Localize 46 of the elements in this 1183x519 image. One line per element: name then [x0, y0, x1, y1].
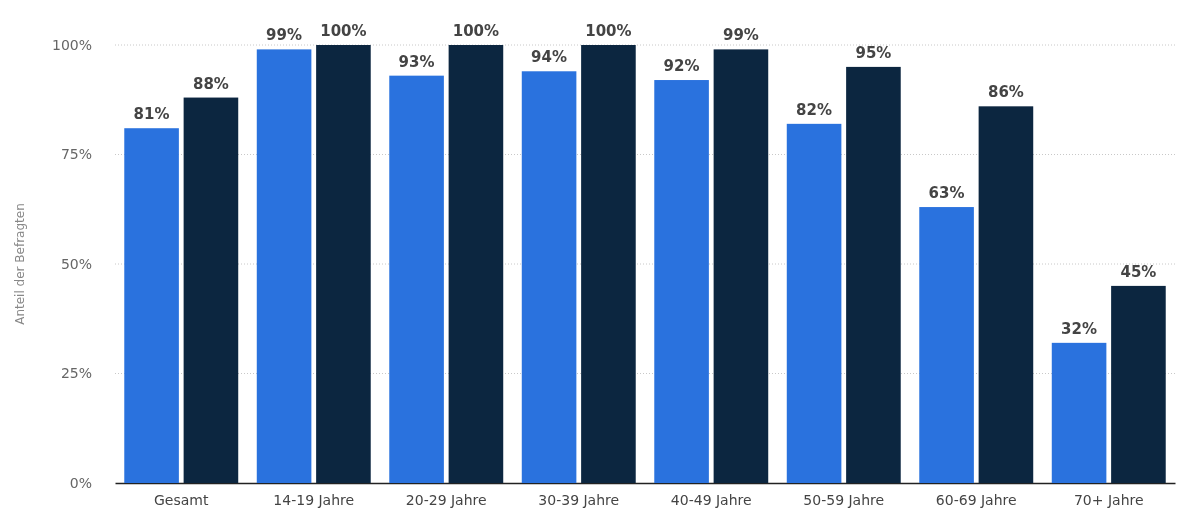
data-label: 63%: [928, 184, 965, 203]
data-label: 93%: [398, 52, 435, 71]
bar: [713, 49, 769, 483]
bar: [1051, 342, 1107, 483]
data-label: 99%: [266, 26, 303, 45]
bar: [124, 128, 179, 483]
x-tick-label: Gesamt: [154, 491, 209, 508]
bar: [256, 49, 312, 483]
data-label: 100%: [320, 22, 367, 40]
x-tick-label: 50-59 Jahre: [803, 491, 885, 508]
data-label: 100%: [452, 22, 500, 40]
data-label: 45%: [1120, 262, 1157, 281]
x-tick-label: 70+ Jahre: [1073, 491, 1144, 508]
bar: [654, 80, 709, 483]
bar: [846, 66, 901, 483]
data-label: 82%: [796, 100, 833, 119]
bar: [183, 97, 239, 483]
y-tick-label: 75%: [60, 146, 92, 163]
y-tick-label: 100%: [51, 36, 92, 53]
data-label: 99%: [722, 26, 759, 45]
x-tick-label: 60-69 Jahre: [935, 491, 1017, 508]
data-label: 95%: [855, 43, 892, 62]
bar: [581, 45, 636, 483]
bar: [1111, 285, 1166, 483]
bar: [786, 123, 842, 483]
bar: [448, 45, 504, 483]
data-label: 81%: [133, 105, 170, 124]
data-label: 94%: [531, 48, 568, 67]
data-label: 92%: [663, 57, 700, 76]
y-tick-label: 25%: [60, 365, 92, 382]
bar: [389, 75, 444, 483]
data-label: 88%: [192, 74, 229, 93]
x-tick-label: 40-49 Jahre: [670, 491, 752, 508]
bar: [978, 106, 1034, 483]
data-label: 32%: [1061, 319, 1098, 338]
data-label: 100%: [585, 22, 632, 40]
bar: [316, 45, 371, 483]
x-tick-label: 30-39 Jahre: [538, 491, 620, 508]
y-tick-label: 50%: [60, 255, 92, 272]
bar: [919, 207, 974, 483]
y-axis-title: Anteil der Befragten: [13, 203, 27, 325]
x-tick-label: 14-19 Jahre: [273, 491, 355, 508]
bar: [521, 71, 577, 483]
data-label: 86%: [987, 83, 1024, 102]
y-tick-label: 0%: [69, 474, 92, 491]
x-tick-label: 20-29 Jahre: [405, 491, 487, 508]
